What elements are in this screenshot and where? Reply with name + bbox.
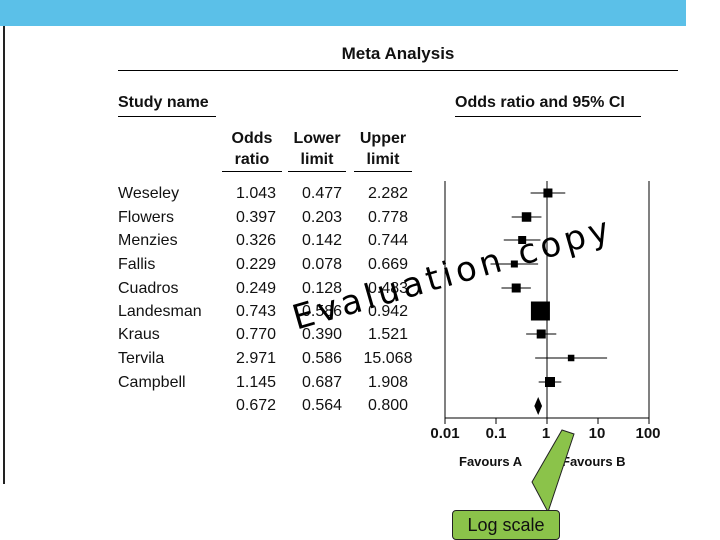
study-name-rule — [118, 116, 216, 117]
point-estimate-marker — [567, 354, 575, 362]
point-estimate-marker — [530, 301, 550, 321]
chart-title: Odds ratio and 95% CI — [455, 94, 625, 111]
lower-limit-value: 0.142 — [301, 232, 343, 249]
lower-limit-value: 0.586 — [301, 303, 343, 320]
odds-ratio-value: 0.770 — [235, 326, 277, 343]
summary-diamond — [534, 397, 543, 415]
odds-ratio-value: 0.249 — [235, 280, 277, 297]
upper-limit-header-line1: Upper — [359, 130, 407, 147]
study-name-header: Study name — [118, 94, 209, 111]
upper-limit-value: 1.908 — [367, 374, 409, 391]
study-name: Weseley — [118, 185, 180, 202]
study-name: Kraus — [118, 326, 160, 343]
odds-ratio-value: 2.971 — [235, 350, 277, 367]
upper-limit-rule — [354, 171, 412, 172]
study-name: Campbell — [118, 374, 186, 391]
point-estimate-marker — [518, 236, 527, 244]
summary-upper-limit: 0.800 — [367, 397, 409, 414]
lower-limit-header: Lower limit — [284, 128, 350, 170]
study-name: Fallis — [118, 256, 156, 273]
odds-ratio-rule — [222, 171, 282, 172]
odds-ratio-header-line2: ratio — [234, 151, 270, 168]
lower-limit-value: 0.390 — [301, 326, 343, 343]
upper-limit-value: 1.521 — [367, 326, 409, 343]
study-name: Landesman — [118, 303, 202, 320]
title-rule — [118, 70, 678, 71]
upper-limit-value: 0.669 — [367, 256, 409, 273]
point-estimate-marker — [511, 283, 521, 293]
odds-ratio-value: 0.229 — [235, 256, 277, 273]
study-name: Flowers — [118, 209, 175, 226]
plot-marks — [444, 181, 650, 424]
lower-limit-value: 0.128 — [301, 280, 343, 297]
lower-limit-header-line1: Lower — [293, 130, 341, 147]
x-tick-label: 1 — [541, 425, 551, 442]
odds-ratio-value: 0.397 — [235, 209, 277, 226]
callout-pointer — [531, 429, 575, 514]
page-title: Meta Analysis — [341, 44, 455, 63]
point-estimate-marker — [510, 260, 518, 268]
point-estimate-marker — [544, 377, 555, 387]
favours-a-label: Favours A — [459, 454, 523, 469]
lower-limit-header-line2: limit — [300, 151, 334, 168]
upper-limit-value: 15.068 — [363, 350, 413, 367]
x-tick-label: 0.01 — [430, 425, 460, 442]
upper-limit-value: 2.282 — [367, 185, 409, 202]
odds-ratio-value: 1.043 — [235, 185, 277, 202]
lower-limit-rule — [288, 171, 346, 172]
upper-limit-header-line2: limit — [366, 151, 400, 168]
chart-title-rule — [455, 116, 641, 117]
upper-limit-value: 0.778 — [367, 209, 409, 226]
lower-limit-value: 0.203 — [301, 209, 343, 226]
lower-limit-value: 0.687 — [301, 374, 343, 391]
point-estimate-marker — [543, 188, 553, 198]
odds-ratio-header-line1: Odds — [231, 130, 273, 147]
lower-limit-value: 0.477 — [301, 185, 343, 202]
point-estimate-marker — [536, 329, 546, 339]
upper-limit-value: 0.483 — [367, 280, 409, 297]
x-tick-label: 0.1 — [485, 425, 507, 442]
odds-ratio-value: 1.145 — [235, 374, 277, 391]
upper-limit-value: 0.744 — [367, 232, 409, 249]
favours-b-label: Favours B — [562, 454, 626, 469]
x-tick-label: 100 — [635, 425, 661, 442]
odds-ratio-value: 0.743 — [235, 303, 277, 320]
odds-ratio-header: Odds ratio — [222, 128, 282, 170]
study-name: Cuadros — [118, 280, 179, 297]
top-accent-bar — [0, 0, 686, 26]
lower-limit-value: 0.078 — [301, 256, 343, 273]
study-name: Tervila — [118, 350, 165, 367]
left-border-line — [3, 26, 5, 484]
log-scale-callout: Log scale — [452, 510, 560, 540]
summary-lower-limit: 0.564 — [301, 397, 343, 414]
odds-ratio-value: 0.326 — [235, 232, 277, 249]
lower-limit-value: 0.586 — [301, 350, 343, 367]
summary-odds-ratio: 0.672 — [235, 397, 277, 414]
upper-limit-header: Upper limit — [352, 128, 414, 170]
study-name: Menzies — [118, 232, 178, 249]
upper-limit-value: 0.942 — [367, 303, 409, 320]
x-tick-label: 10 — [588, 425, 606, 442]
point-estimate-marker — [521, 212, 532, 222]
